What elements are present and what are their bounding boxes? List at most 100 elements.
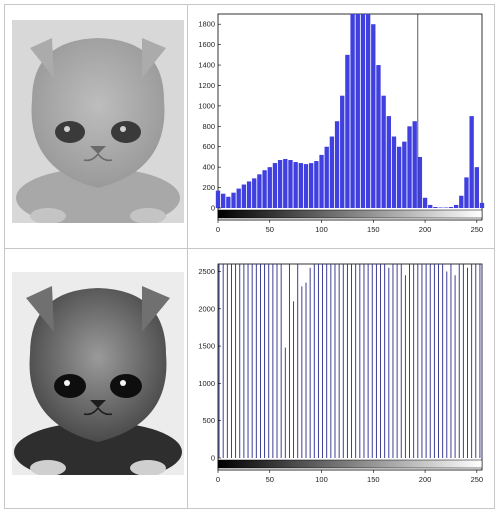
histogram-bar bbox=[381, 95, 386, 208]
figure-frame bbox=[4, 4, 495, 509]
histogram-bar bbox=[221, 193, 226, 208]
y-tick-label: 800 bbox=[202, 122, 215, 131]
histogram-bar bbox=[391, 136, 397, 208]
histogram-bar bbox=[309, 267, 311, 458]
histogram-bar bbox=[421, 264, 423, 458]
histogram-bar bbox=[345, 54, 350, 209]
x-tick-label: 150 bbox=[367, 225, 380, 234]
kitten-illustration bbox=[12, 20, 184, 223]
histogram-bar bbox=[359, 264, 361, 458]
histogram-bar bbox=[471, 264, 473, 458]
histogram-bar bbox=[438, 264, 439, 458]
histogram-bar bbox=[396, 264, 398, 458]
histogram-bar bbox=[462, 264, 464, 458]
histogram-bar bbox=[350, 14, 355, 208]
histogram-bar bbox=[313, 264, 315, 458]
histogram-bar bbox=[417, 156, 423, 208]
gray-level-gradient-bar bbox=[217, 459, 483, 469]
histogram-bar bbox=[334, 121, 340, 208]
histogram-bar bbox=[459, 195, 464, 208]
histogram-bar bbox=[376, 65, 381, 208]
histogram-bar bbox=[458, 264, 460, 458]
histogram-bar bbox=[342, 264, 344, 458]
histogram-bar bbox=[469, 116, 474, 208]
x-tick-label: 100 bbox=[315, 225, 328, 234]
histogram-bar bbox=[272, 163, 278, 208]
histogram-bar bbox=[464, 177, 469, 208]
histogram-bar bbox=[340, 95, 345, 208]
histogram-bar bbox=[384, 264, 386, 458]
histogram-bar bbox=[317, 264, 319, 458]
histogram-bar bbox=[262, 170, 267, 208]
histogram-bar bbox=[479, 202, 485, 208]
histogram-bar bbox=[314, 161, 319, 208]
histogram-bar bbox=[400, 264, 402, 458]
histogram-bar bbox=[322, 264, 324, 458]
histogram-bar bbox=[226, 264, 228, 458]
histogram-bar bbox=[301, 286, 303, 458]
x-tick-label: 150 bbox=[367, 475, 380, 484]
histogram-bar bbox=[475, 264, 477, 458]
histogram-bar bbox=[363, 264, 365, 458]
histogram-bar bbox=[407, 126, 412, 208]
histogram-bar bbox=[309, 163, 314, 208]
y-tick-label: 1400 bbox=[198, 61, 215, 70]
histogram-bar bbox=[453, 204, 459, 208]
histogram-svg: 0 50 100 150 200 250 0 200 400 600 800 1000 1200 1400… bbox=[198, 13, 485, 234]
histogram-bar bbox=[298, 163, 303, 208]
y-tick-label: 200 bbox=[202, 183, 215, 192]
y-tick-label: 2500 bbox=[198, 267, 215, 276]
histogram-bar bbox=[247, 264, 249, 458]
histogram-bar bbox=[386, 116, 391, 208]
histogram-bar bbox=[360, 14, 366, 208]
x-tick-label: 200 bbox=[419, 225, 432, 234]
histogram-bar bbox=[413, 264, 415, 458]
plot-frame bbox=[217, 13, 483, 221]
histogram-bar bbox=[239, 264, 241, 458]
histogram-bar bbox=[417, 264, 419, 458]
histogram-bar bbox=[412, 121, 417, 208]
histogram-bar bbox=[251, 264, 253, 458]
histogram-bar bbox=[280, 264, 282, 458]
y-tick-label: 500 bbox=[202, 416, 215, 425]
histogram-bar bbox=[319, 154, 324, 208]
histogram-bar bbox=[404, 275, 406, 458]
histogram-bar bbox=[284, 347, 286, 458]
histogram-bar bbox=[375, 264, 377, 458]
histogram-bar bbox=[235, 264, 237, 458]
x-tick-label: 200 bbox=[419, 475, 432, 484]
y-tick-label: 400 bbox=[202, 163, 215, 172]
histogram-bar bbox=[422, 197, 428, 208]
kitten-photo-low-contrast bbox=[12, 20, 184, 223]
histogram-bar bbox=[438, 207, 443, 208]
histogram-bar bbox=[380, 264, 381, 458]
histogram-bar bbox=[222, 264, 224, 458]
histogram-bar bbox=[433, 206, 438, 208]
histogram-bar bbox=[303, 164, 309, 208]
histogram-bar bbox=[371, 24, 376, 208]
y-tick-label: 1500 bbox=[198, 342, 215, 351]
histogram-bar bbox=[297, 264, 299, 458]
histogram-bar bbox=[425, 264, 427, 458]
histogram-bar bbox=[268, 264, 270, 458]
column-divider bbox=[187, 4, 188, 509]
histogram-bar bbox=[388, 267, 390, 458]
histogram-bar bbox=[448, 206, 454, 208]
histogram-bar bbox=[474, 167, 479, 208]
histogram-bar bbox=[433, 264, 435, 458]
histogram-bar bbox=[252, 178, 257, 208]
x-tick-label: 250 bbox=[471, 225, 484, 234]
x-tick-label: 250 bbox=[471, 475, 484, 484]
x-tick-label: 100 bbox=[315, 475, 328, 484]
histogram-bar bbox=[392, 264, 394, 458]
histogram-bar bbox=[324, 146, 329, 208]
histogram-bar bbox=[288, 160, 293, 208]
histogram-bar bbox=[215, 190, 221, 208]
histogram-bar bbox=[402, 141, 407, 208]
y-tick-label: 600 bbox=[202, 142, 215, 151]
histogram-bar bbox=[334, 264, 336, 458]
histogram-bar bbox=[479, 264, 481, 458]
y-tick-label: 1000 bbox=[198, 101, 215, 110]
y-tick-label: 1600 bbox=[198, 40, 215, 49]
